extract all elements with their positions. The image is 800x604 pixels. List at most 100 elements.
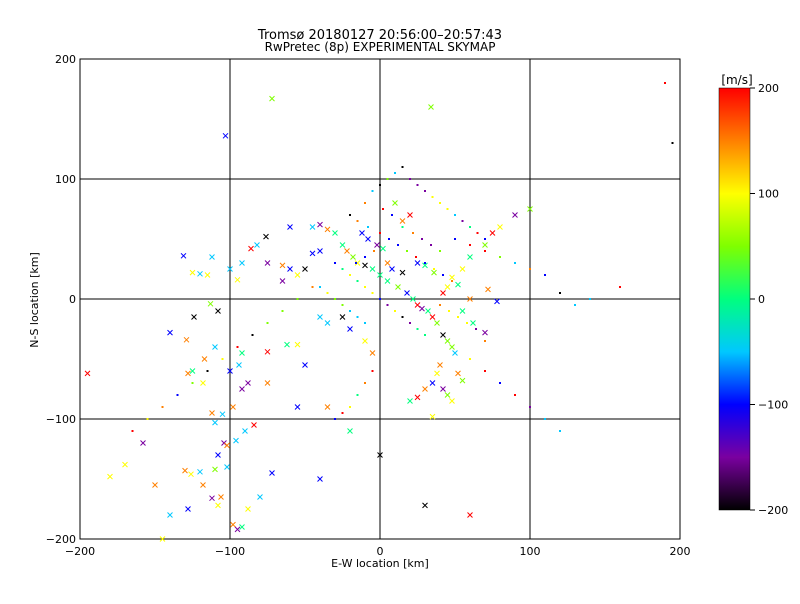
data-point-x xyxy=(369,350,376,356)
data-point-dot xyxy=(401,166,404,168)
data-point-x xyxy=(245,506,251,512)
data-point-x xyxy=(287,224,293,230)
colorbar-unit-label: [m/s] xyxy=(721,73,752,87)
data-point-x xyxy=(428,104,434,110)
data-point-x xyxy=(404,290,410,296)
data-point-x xyxy=(429,314,436,320)
x-axis-label: E-W location [km] xyxy=(331,557,429,570)
data-point-x xyxy=(197,468,203,475)
data-point-dot xyxy=(416,328,419,330)
data-point-x xyxy=(224,464,230,470)
data-point-x xyxy=(309,250,316,257)
data-point-dot xyxy=(461,220,464,222)
data-point-dot xyxy=(430,244,432,246)
y-tick-label: −100 xyxy=(46,413,76,426)
data-point-x xyxy=(227,266,233,272)
data-point-x xyxy=(434,320,440,326)
data-point-dot xyxy=(484,238,486,240)
y-tick-label: 0 xyxy=(69,293,76,306)
data-point-x xyxy=(279,262,286,269)
data-point-dot xyxy=(499,382,501,384)
data-point-x xyxy=(467,512,473,518)
data-point-x xyxy=(497,224,503,230)
data-point-dot xyxy=(451,280,453,282)
data-point-dot xyxy=(619,286,621,288)
data-point-x xyxy=(254,242,260,248)
data-point-dot xyxy=(442,274,444,276)
data-point-dot xyxy=(364,382,366,384)
data-point-x xyxy=(215,308,221,314)
data-point-dot xyxy=(356,316,359,318)
data-point-x xyxy=(384,278,391,284)
data-point-dot xyxy=(281,310,284,312)
data-point-x xyxy=(489,230,496,236)
data-point-dot xyxy=(334,418,336,420)
data-point-x xyxy=(264,380,271,386)
data-point-dot xyxy=(146,418,149,420)
data-point-x xyxy=(209,254,215,260)
data-point-x xyxy=(140,440,146,446)
data-point-x xyxy=(380,245,386,252)
data-point-x xyxy=(440,290,446,296)
data-point-x xyxy=(470,320,476,326)
data-point-dot xyxy=(484,250,486,252)
data-point-x xyxy=(452,350,458,356)
data-point-x xyxy=(309,224,316,230)
data-point-x xyxy=(212,344,218,350)
data-point-dot xyxy=(514,394,516,396)
data-point-dot xyxy=(514,262,516,264)
data-point-dot xyxy=(454,238,456,240)
data-point-x xyxy=(369,266,376,272)
data-point-x xyxy=(365,236,371,242)
data-point-dot xyxy=(424,334,426,336)
data-point-dot xyxy=(421,238,423,240)
x-tick-label: 0 xyxy=(377,545,384,558)
data-point-dot xyxy=(349,310,351,312)
data-point-x xyxy=(362,338,368,344)
data-point-x xyxy=(317,314,323,320)
data-point-x xyxy=(239,260,245,266)
data-point-x xyxy=(287,266,293,272)
data-point-x xyxy=(212,466,218,473)
data-point-dot xyxy=(386,304,389,306)
data-point-x xyxy=(440,386,446,392)
data-point-dot xyxy=(161,406,164,408)
y-tick-label: 200 xyxy=(55,53,76,66)
data-point-dot xyxy=(544,418,546,420)
data-point-dot xyxy=(589,298,591,300)
data-point-dot xyxy=(379,298,381,300)
tick-labels: −200 −100 0 100 200 −200 −100 0 100 200 xyxy=(46,53,691,558)
data-point-x xyxy=(485,286,491,293)
data-point-x xyxy=(359,230,365,236)
colorbar xyxy=(718,87,751,511)
data-point-dot xyxy=(475,328,477,330)
data-point-x xyxy=(269,470,275,476)
data-point-dot xyxy=(469,358,471,360)
data-point-dot xyxy=(356,394,359,396)
data-point-x xyxy=(482,329,488,336)
data-point-dot xyxy=(386,178,389,180)
data-point-x xyxy=(429,380,436,386)
data-point-dot xyxy=(391,214,393,216)
data-point-dot xyxy=(236,346,239,348)
x-tick-label: 200 xyxy=(670,545,691,558)
data-point-x xyxy=(264,260,271,266)
data-point-x xyxy=(362,262,368,269)
data-point-dot xyxy=(448,310,450,312)
data-point-x xyxy=(239,386,245,392)
data-point-x xyxy=(422,502,428,509)
data-point-dot xyxy=(191,382,194,384)
data-point-x xyxy=(189,269,196,276)
data-point-x xyxy=(207,300,214,307)
data-point-dot xyxy=(466,322,468,324)
data-point-dot xyxy=(355,262,357,264)
data-point-x xyxy=(414,394,421,401)
data-point-dot xyxy=(176,394,179,396)
data-point-dot xyxy=(364,286,366,288)
data-point-dot xyxy=(394,310,396,312)
data-point-x xyxy=(444,338,451,344)
data-point-x xyxy=(302,266,308,272)
x-tick-label: −200 xyxy=(65,545,95,558)
colorbar-tick-label: 200 xyxy=(758,82,779,95)
data-point-dot xyxy=(334,298,336,300)
